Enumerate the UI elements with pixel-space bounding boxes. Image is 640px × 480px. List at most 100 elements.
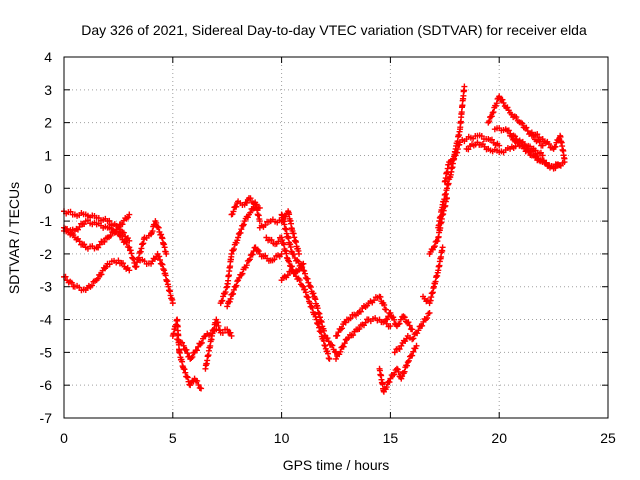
data-point [184, 374, 191, 381]
data-point [395, 368, 402, 375]
ticks [63, 56, 609, 419]
data-point [493, 100, 500, 107]
data-point [115, 257, 122, 264]
data-point [118, 232, 125, 239]
chart-title: Day 326 of 2021, Sidereal Day-to-day VTE… [81, 22, 587, 38]
data-point [94, 275, 101, 282]
data-point [123, 239, 130, 246]
data-point [377, 293, 384, 300]
data-point [290, 251, 297, 258]
data-point [339, 325, 346, 332]
data-point [245, 257, 252, 264]
y-tick-label: -6 [40, 377, 53, 393]
data-point [406, 322, 413, 329]
data-point [387, 375, 394, 382]
data-point [340, 343, 347, 350]
data-point [430, 244, 437, 251]
data-points [61, 83, 568, 395]
y-tick-labels: -7 -6 -5 -4 -3 -2 -1 0 1 2 3 4 [40, 49, 53, 426]
data-point [345, 334, 352, 341]
data-point [401, 314, 408, 321]
data-point [219, 297, 226, 304]
data-point [230, 290, 237, 297]
data-point [76, 223, 83, 230]
data-point [405, 319, 412, 326]
data-point [116, 226, 123, 233]
data-point [183, 346, 190, 353]
data-point [305, 279, 312, 286]
plot-frame [63, 56, 609, 419]
data-point [391, 371, 398, 378]
data-point [154, 224, 161, 231]
data-point [431, 243, 438, 250]
y-tick-label: -2 [40, 246, 53, 262]
data-point [532, 153, 539, 160]
data-point [514, 139, 521, 146]
data-point [228, 332, 235, 339]
data-point [233, 282, 240, 289]
y-axis-label: SDTVAR / TECUs [6, 182, 22, 294]
data-point [215, 322, 222, 329]
data-point [534, 131, 541, 138]
data-point [88, 282, 95, 289]
data-point [84, 217, 91, 224]
y-tick-label: 1 [44, 147, 52, 163]
data-point [246, 256, 253, 263]
data-point [401, 368, 408, 375]
data-point [214, 319, 221, 326]
data-point [296, 250, 303, 257]
data-point [305, 294, 312, 301]
data-point [286, 258, 293, 265]
data-point [149, 228, 156, 235]
data-point [239, 270, 246, 277]
data-point [256, 218, 263, 225]
data-point [539, 142, 546, 149]
data-point [107, 232, 114, 239]
data-point [325, 338, 332, 345]
data-point [253, 201, 260, 208]
data-point [189, 353, 196, 360]
y-tick-label: -1 [40, 213, 53, 229]
data-point [238, 271, 245, 278]
data-point [454, 149, 461, 156]
data-point [240, 221, 247, 228]
data-point [96, 241, 103, 248]
data-point [219, 329, 226, 336]
data-point [247, 195, 254, 202]
data-point [496, 93, 503, 100]
data-point [337, 348, 344, 355]
data-point [301, 267, 308, 274]
data-point [419, 322, 426, 329]
x-tick-label: 5 [169, 430, 177, 446]
data-point [465, 146, 472, 153]
x-tick-label: 0 [60, 430, 68, 446]
data-point [302, 270, 309, 277]
data-point [334, 332, 341, 339]
x-axis-label: GPS time / hours [283, 457, 390, 473]
data-point [227, 295, 234, 302]
data-point [478, 133, 485, 140]
data-point [127, 247, 134, 254]
data-point [356, 325, 363, 332]
data-point [371, 297, 378, 304]
data-point [234, 237, 241, 244]
data-point [386, 379, 393, 386]
data-point [545, 141, 552, 148]
data-point [519, 120, 526, 127]
data-point [329, 342, 336, 349]
data-point [195, 343, 202, 350]
data-point [335, 329, 342, 336]
data-point [184, 350, 191, 357]
data-point [295, 258, 302, 265]
data-point [409, 352, 416, 359]
data-point [223, 284, 230, 291]
data-point [396, 346, 403, 353]
data-point [238, 226, 245, 233]
data-point [561, 155, 568, 162]
data-point [410, 348, 417, 355]
data-point [434, 238, 441, 245]
data-point [505, 127, 512, 134]
data-point [198, 385, 205, 392]
data-point [524, 127, 531, 134]
data-point [179, 339, 186, 346]
